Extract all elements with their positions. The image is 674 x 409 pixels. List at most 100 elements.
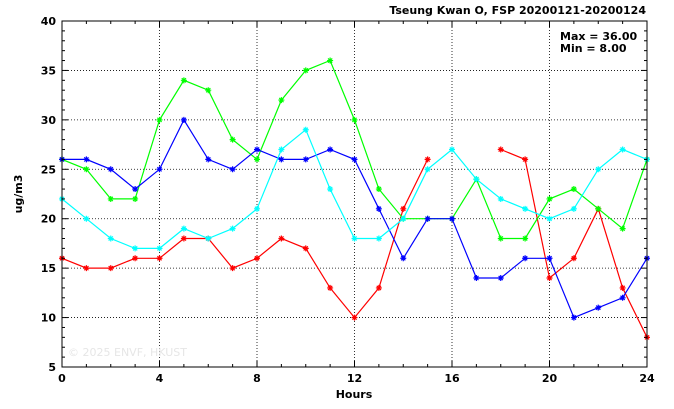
data-point (619, 225, 626, 232)
data-point (570, 314, 577, 321)
grid (62, 21, 647, 367)
data-point (132, 195, 139, 202)
data-point (302, 156, 309, 163)
data-point (546, 215, 553, 222)
data-point (83, 166, 90, 173)
data-point (522, 255, 529, 262)
data-point (327, 186, 334, 193)
data-point (570, 255, 577, 262)
data-point (424, 156, 431, 163)
data-point (546, 195, 553, 202)
data-point (156, 166, 163, 173)
data-point (473, 176, 480, 183)
data-point (180, 235, 187, 242)
data-point (351, 156, 358, 163)
data-point (449, 215, 455, 222)
y-tick-label: 30 (41, 114, 57, 127)
data-point (400, 205, 407, 212)
data-point (351, 116, 358, 123)
x-tick-label: 0 (58, 372, 66, 385)
data-point (107, 235, 114, 242)
x-tick-label: 4 (156, 372, 164, 385)
data-point (229, 225, 236, 232)
data-point (424, 215, 431, 222)
data-point (107, 195, 114, 202)
data-point (278, 146, 285, 153)
data-point (570, 205, 577, 212)
data-point (522, 205, 529, 212)
data-point (107, 265, 114, 272)
data-point (180, 116, 187, 123)
x-tick-label: 8 (253, 372, 261, 385)
data-point (595, 205, 602, 212)
data-point (205, 156, 212, 163)
y-axis-title: ug/m3 (12, 175, 25, 214)
data-point (595, 304, 602, 311)
data-point (570, 186, 577, 193)
data-point (497, 195, 504, 202)
data-point (254, 146, 260, 153)
data-point (132, 186, 139, 193)
data-point (546, 255, 553, 262)
data-point (302, 245, 309, 252)
data-point (278, 97, 285, 104)
data-point (83, 156, 90, 163)
x-tick-label: 16 (444, 372, 460, 385)
y-tick-label: 35 (41, 64, 56, 77)
data-point (619, 146, 626, 153)
data-point (156, 245, 163, 252)
data-point (278, 156, 285, 163)
data-point (375, 205, 382, 212)
data-point (497, 275, 504, 282)
data-point (473, 275, 480, 282)
y-tick-label: 15 (41, 262, 56, 275)
data-point (619, 284, 626, 291)
data-point (424, 166, 431, 173)
axis-ticks: 0 4 8 12 16 20 24 5 10 15 20 25 30 35 40 (41, 15, 655, 385)
data-point (229, 265, 236, 272)
data-point (302, 126, 309, 133)
data-point (497, 146, 504, 153)
data-point (229, 136, 236, 143)
max-stat: Max = 36.00 (560, 30, 637, 43)
data-point (132, 255, 139, 262)
x-tick-label: 20 (542, 372, 558, 385)
data-point (546, 275, 553, 282)
data-point (107, 166, 114, 173)
data-point (83, 265, 90, 272)
y-tick-label: 5 (48, 361, 56, 374)
data-point (351, 235, 358, 242)
data-point (254, 205, 260, 212)
data-point (619, 294, 626, 301)
data-point (254, 255, 260, 262)
y-tick-label: 20 (41, 213, 57, 226)
data-point (156, 116, 163, 123)
data-point (400, 215, 407, 222)
data-point (327, 146, 334, 153)
chart-title: Tseung Kwan O, FSP 20200121-20200124 (389, 4, 646, 17)
x-tick-label: 24 (639, 372, 655, 385)
data-point (156, 255, 163, 262)
data-point (595, 166, 602, 173)
data-point (497, 235, 504, 242)
data-point (400, 255, 407, 262)
data-point (327, 284, 334, 291)
data-point (522, 156, 529, 163)
data-point (302, 67, 309, 74)
x-tick-label: 12 (347, 372, 362, 385)
data-point (83, 215, 90, 222)
y-tick-label: 25 (41, 163, 56, 176)
data-point (180, 77, 187, 84)
data-point (522, 235, 529, 242)
min-stat: Min = 8.00 (560, 42, 627, 55)
data-point (229, 166, 236, 173)
y-tick-label: 10 (41, 312, 57, 325)
data-point (449, 146, 455, 153)
x-axis-title: Hours (336, 388, 373, 401)
data-point (132, 245, 139, 252)
data-point (278, 235, 285, 242)
data-point (254, 156, 260, 163)
series-3 (59, 116, 650, 321)
data-point (375, 186, 382, 193)
